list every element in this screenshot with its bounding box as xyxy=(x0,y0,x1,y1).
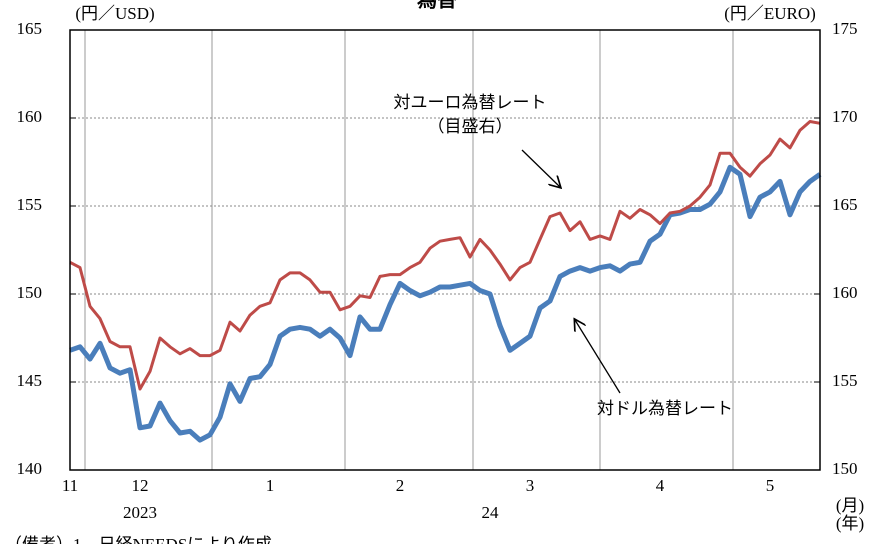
x-tick-label: 3 xyxy=(526,476,535,495)
plot-frame xyxy=(69,29,821,471)
annotation: （目盛右） xyxy=(428,117,513,136)
y2-tick-label: 170 xyxy=(832,107,858,126)
y2-tick-label: 155 xyxy=(832,371,858,390)
year-label: 2023 xyxy=(123,503,157,522)
y-tick-label: 155 xyxy=(17,195,43,214)
x-tick-label: 5 xyxy=(766,476,775,495)
y2-tick-label: 150 xyxy=(832,459,858,478)
y2-tick-label: 175 xyxy=(832,19,858,38)
series-line xyxy=(69,120,821,391)
chart-title: 為替 xyxy=(417,0,457,12)
y-tick-label: 140 xyxy=(17,459,43,478)
x-tick-label: 2 xyxy=(396,476,405,495)
series-line xyxy=(69,164,822,443)
x-tick-label: 12 xyxy=(132,476,149,495)
annotation: 対ユーロ為替レート xyxy=(394,93,547,112)
y-tick-label: 145 xyxy=(17,371,43,390)
y-tick-label: 165 xyxy=(17,19,43,38)
y2-axis-label: (円／EURO) xyxy=(724,4,816,23)
x-tick-label: 11 xyxy=(62,476,78,495)
x-tick-label: 4 xyxy=(656,476,665,495)
y-axis-label: (円／USD) xyxy=(75,4,154,23)
x-unit-label: (月) xyxy=(836,496,864,515)
annotation-arrow xyxy=(575,320,621,394)
y-tick-label: 160 xyxy=(17,107,43,126)
y2-tick-label: 160 xyxy=(832,283,858,302)
month-dividers xyxy=(84,30,734,470)
year-label: 24 xyxy=(482,503,500,522)
annotation-arrow xyxy=(521,149,560,187)
note: （備考）1．日経NEEDSにより作成。 xyxy=(5,535,289,544)
y-tick-label: 150 xyxy=(17,283,43,302)
plot xyxy=(69,117,822,443)
year-unit-label: (年) xyxy=(836,514,864,533)
annotation: 対ドル為替レート xyxy=(597,399,733,418)
y2-tick-label: 165 xyxy=(832,195,858,214)
x-tick-label: 1 xyxy=(266,476,275,495)
